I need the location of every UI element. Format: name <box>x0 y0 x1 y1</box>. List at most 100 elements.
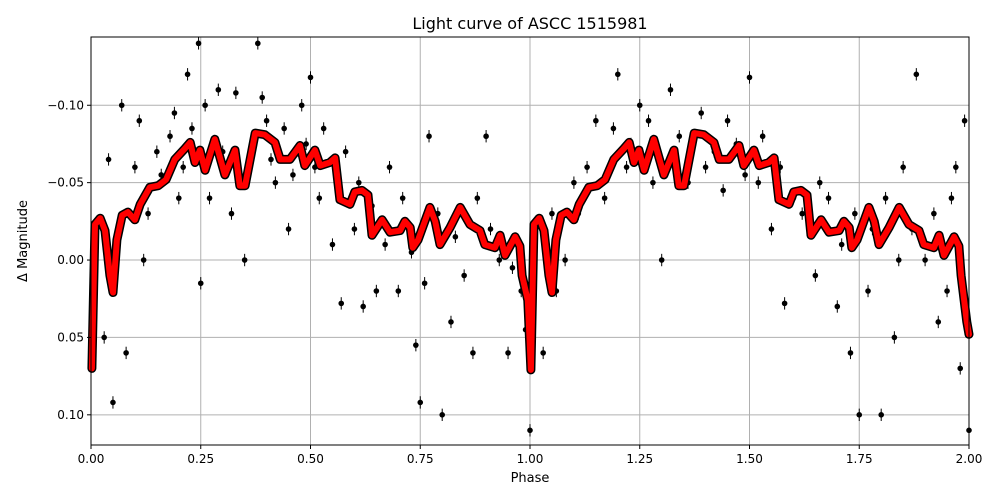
data-point <box>948 195 955 201</box>
data-point <box>759 133 766 140</box>
data-point <box>527 427 533 434</box>
data-point <box>483 133 489 140</box>
data-point <box>189 125 195 132</box>
data-point <box>470 350 476 356</box>
data-point <box>452 234 459 240</box>
model-curve <box>87 128 974 375</box>
data-point <box>342 148 349 155</box>
data-point <box>439 412 446 418</box>
data-point <box>413 342 419 348</box>
data-point <box>623 164 630 170</box>
data-point <box>799 210 805 217</box>
data-point <box>202 102 208 109</box>
data-point <box>667 86 674 93</box>
data-point <box>167 133 173 140</box>
data-point <box>101 334 107 341</box>
data-point <box>110 399 116 406</box>
data-point <box>154 148 160 155</box>
y-tick-label: 0.05 <box>57 330 84 344</box>
data-point <box>176 195 182 201</box>
data-point <box>263 117 270 124</box>
data-point <box>351 226 358 232</box>
data-point <box>571 179 577 186</box>
data-point <box>417 399 424 406</box>
data-point <box>856 412 863 418</box>
x-tick-label: 0.00 <box>78 452 105 466</box>
data-point <box>399 195 406 201</box>
y-axis-label: Δ Magnitude <box>16 200 31 282</box>
y-tick-label: −0.10 <box>47 98 84 112</box>
x-tick-label: 1.50 <box>736 452 763 466</box>
data-point <box>233 90 239 96</box>
data-point <box>255 40 261 47</box>
data-point <box>549 210 555 217</box>
data-point <box>136 117 143 124</box>
data-point <box>259 94 266 101</box>
data-point <box>180 164 186 170</box>
data-point <box>658 257 665 263</box>
y-tick-label: 0.00 <box>57 253 84 267</box>
data-point <box>382 241 388 248</box>
data-point <box>123 350 129 356</box>
data-point <box>961 117 968 124</box>
data-point <box>676 133 683 140</box>
data-point <box>838 241 845 248</box>
data-point <box>891 334 898 341</box>
y-tick-label: 0.10 <box>57 408 84 422</box>
data-point <box>781 300 788 307</box>
data-point <box>448 319 454 325</box>
data-point <box>878 412 884 418</box>
data-point <box>882 195 889 201</box>
data-point <box>215 86 222 93</box>
chart-title: Light curve of ASCC 1515981 <box>412 14 647 33</box>
data-point <box>281 125 287 132</box>
data-point <box>338 300 345 307</box>
data-point <box>742 172 748 178</box>
data-point <box>895 257 902 263</box>
x-tick-label: 1.00 <box>517 452 544 466</box>
data-point <box>812 272 819 279</box>
data-point <box>957 365 964 372</box>
y-axis-ticks: −0.10 −0.05 0.00 0.05 0.10 <box>47 98 91 422</box>
data-point <box>610 125 617 132</box>
data-point <box>584 164 590 170</box>
data-point <box>562 257 568 263</box>
data-point <box>593 117 599 124</box>
data-point <box>834 303 841 310</box>
data-point <box>900 164 906 170</box>
data-point <box>395 288 402 294</box>
data-point <box>922 257 928 263</box>
data-point <box>145 210 151 217</box>
data-point <box>474 195 481 201</box>
data-point <box>935 319 942 325</box>
data-point <box>303 141 309 147</box>
x-tick-label: 0.75 <box>407 452 434 466</box>
data-point <box>496 257 503 263</box>
y-tick-label: −0.05 <box>47 176 84 190</box>
data-point <box>320 125 327 132</box>
x-axis-ticks: 0.00 0.25 0.50 0.75 1.00 1.25 1.50 1.75 2.00 <box>78 445 983 466</box>
x-tick-label: 2.00 <box>956 452 983 466</box>
data-point <box>426 133 432 140</box>
data-point <box>118 102 125 109</box>
data-point <box>298 102 305 109</box>
data-point <box>650 179 656 186</box>
data-point <box>847 350 854 356</box>
x-axis-label: Phase <box>511 471 550 486</box>
data-point <box>316 195 323 201</box>
data-point <box>913 71 920 78</box>
data-point <box>953 164 959 170</box>
data-point <box>132 164 138 170</box>
data-point <box>105 156 112 163</box>
data-point <box>509 264 516 271</box>
data-point <box>702 164 709 170</box>
data-point <box>505 350 511 356</box>
data-point <box>197 280 204 287</box>
data-point <box>268 156 274 163</box>
data-point <box>746 74 753 81</box>
data-point <box>461 272 467 279</box>
data-point <box>421 280 428 287</box>
data-point <box>540 350 546 356</box>
data-point <box>636 102 643 109</box>
